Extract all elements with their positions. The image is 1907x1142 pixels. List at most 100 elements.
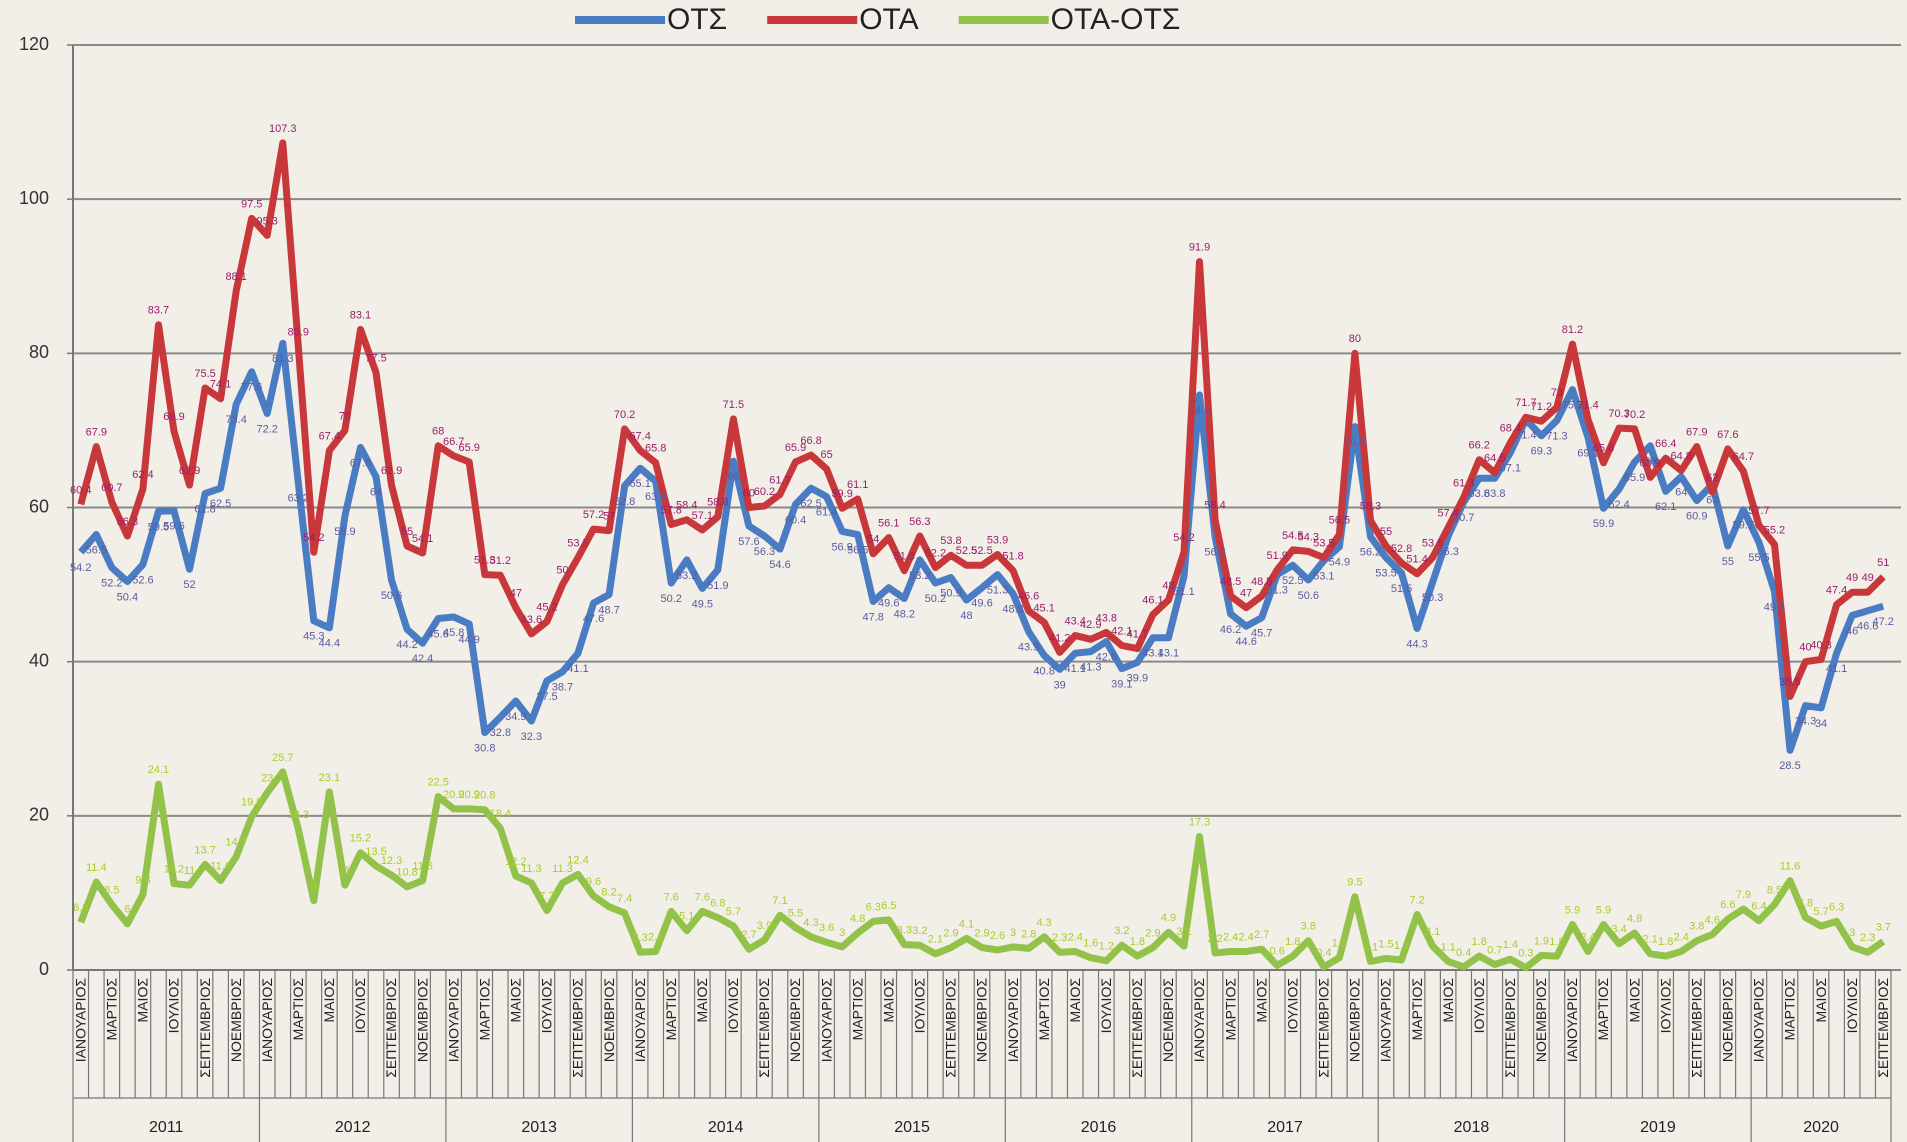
data-label: 18.4 [490, 808, 511, 820]
data-label: 54 [867, 534, 879, 546]
data-label: 6.3 [1829, 901, 1844, 913]
data-label: 1.5 [1378, 938, 1393, 950]
data-label: 1.6 [1083, 938, 1098, 950]
data-label: 52.2 [925, 548, 946, 560]
data-label: 0.7 [1487, 945, 1502, 957]
data-label: 2.9 [943, 928, 958, 940]
data-label: 54.6 [769, 559, 790, 571]
data-label: 52.5 [956, 545, 977, 557]
data-label: 66.2 [1469, 440, 1490, 452]
data-label: 59.6 [163, 520, 184, 532]
data-label: 70.5 [1344, 436, 1365, 448]
data-label: 20.9 [459, 789, 480, 801]
data-label: 42.4 [412, 653, 433, 665]
data-label: 47.4 [1826, 585, 1847, 597]
data-label: 7.9 [1736, 889, 1751, 901]
data-label: 43.4 [1065, 615, 1086, 627]
data-label: 34.9 [505, 711, 526, 723]
x-tick-label: ΜΑΡΤΙΟΣ [1036, 978, 1052, 1041]
data-label: 57.8 [661, 504, 682, 516]
data-label: 11.6 [412, 860, 433, 872]
data-label: 48.8 [1002, 604, 1023, 616]
data-label: 67.4 [319, 430, 340, 442]
data-label: 51.3 [474, 554, 495, 566]
x-tick-label: ΙΑΝΟΥΑΡΙΟΣ [1378, 978, 1394, 1063]
data-label: 43.8 [1096, 612, 1117, 624]
data-label: 70.2 [614, 409, 635, 421]
x-tick-label: ΜΑΡΤΙΟΣ [849, 978, 865, 1041]
data-label: 97.5 [241, 198, 262, 210]
data-label: 13.7 [194, 844, 215, 856]
data-label: 48.5 [1251, 576, 1272, 588]
x-tick-label: ΣΕΠΤΕΜΒΡΙΟΣ [570, 978, 586, 1078]
data-label: 45.8 [443, 627, 464, 639]
x-tick-label: ΜΑΡΤΙΟΣ [1782, 978, 1798, 1041]
data-label: 52.6 [132, 574, 153, 586]
x-tick-label: ΣΕΠΤΕΜΒΡΙΟΣ [1688, 978, 1704, 1078]
year-label: 2018 [1454, 1119, 1490, 1136]
data-label: 54.2 [303, 532, 324, 544]
data-label: 53.8 [940, 535, 961, 547]
data-label: 40.8 [1033, 665, 1054, 677]
y-tick-label: 20 [29, 805, 49, 825]
legend-label: ΟΤΑ [859, 3, 918, 36]
data-label: 5.5 [788, 908, 803, 920]
data-label: 2.7 [1254, 929, 1269, 941]
x-tick-label: ΙΟΥΛΙΟΣ [1844, 978, 1860, 1034]
data-label: 69.1 [1577, 447, 1598, 459]
data-label: 0.3 [1518, 948, 1533, 960]
data-label: 44.6 [1235, 636, 1256, 648]
data-label: 48.2 [894, 608, 915, 620]
data-label: 8.2 [601, 887, 616, 899]
data-label: 12.4 [567, 854, 588, 866]
data-label: 60.2 [754, 486, 775, 498]
data-label: 49.6 [878, 598, 899, 610]
data-label: 2.4 [1674, 931, 1689, 943]
data-label: 53.5 [1313, 538, 1334, 550]
x-tick-label: ΙΑΝΟΥΑΡΙΟΣ [818, 978, 834, 1063]
data-label: 45.6 [427, 628, 448, 640]
data-label: 2.3 [633, 932, 648, 944]
x-tick-label: ΜΑΙΟΣ [1813, 978, 1829, 1023]
data-label: 24.1 [148, 764, 169, 776]
data-label: 1.1 [1441, 941, 1456, 953]
data-label: 62.9 [381, 465, 402, 477]
year-label: 2014 [708, 1119, 744, 1136]
data-label: 51.1 [1173, 586, 1194, 598]
data-label: 45.1 [1033, 602, 1054, 614]
series-line [78, 339, 1885, 754]
data-label: 6.6 [1720, 899, 1735, 911]
x-tick-label: ΜΑΙΟΣ [694, 978, 710, 1023]
data-label: 3.1 [1425, 926, 1440, 938]
data-label: 6.4 [1751, 901, 1766, 913]
data-label: 4.8 [850, 913, 865, 925]
data-label: 53.5 [1422, 538, 1443, 550]
data-label: 74.6 [1189, 405, 1210, 417]
data-label: 2.4 [1580, 931, 1595, 943]
data-label: 3.1 [1176, 926, 1191, 938]
data-label: 57 [603, 511, 615, 523]
x-tick-label: ΝΟΕΜΒΡΙΟΣ [1720, 978, 1736, 1062]
data-label: 47 [1240, 588, 1252, 600]
data-label: 7.1 [772, 895, 787, 907]
data-label: 49 [1846, 572, 1858, 584]
data-label: 2.3 [1052, 932, 1067, 944]
data-label: 11 [184, 865, 195, 877]
data-label: 65.1 [629, 478, 650, 490]
data-label: 47.8 [863, 611, 884, 623]
data-label: 2.6 [990, 930, 1005, 942]
x-tick-label: ΝΟΕΜΒΡΙΟΣ [974, 978, 990, 1062]
data-label: 58.4 [676, 500, 697, 512]
y-tick-label: 80 [29, 342, 49, 362]
data-label: 63.4 [645, 491, 666, 503]
data-label: 3.9 [757, 920, 772, 932]
data-label: 4.1 [959, 918, 974, 930]
data-label: 71.3 [1546, 430, 1567, 442]
data-label: 1.9 [1534, 935, 1549, 947]
data-label: 1.8 [1549, 936, 1564, 948]
data-label: 46.2 [1220, 624, 1241, 636]
data-label: 0.4 [1456, 947, 1471, 959]
data-label: 71.7 [1515, 397, 1536, 409]
data-label: 55.5 [1748, 552, 1769, 564]
data-label: 7.4 [617, 893, 632, 905]
